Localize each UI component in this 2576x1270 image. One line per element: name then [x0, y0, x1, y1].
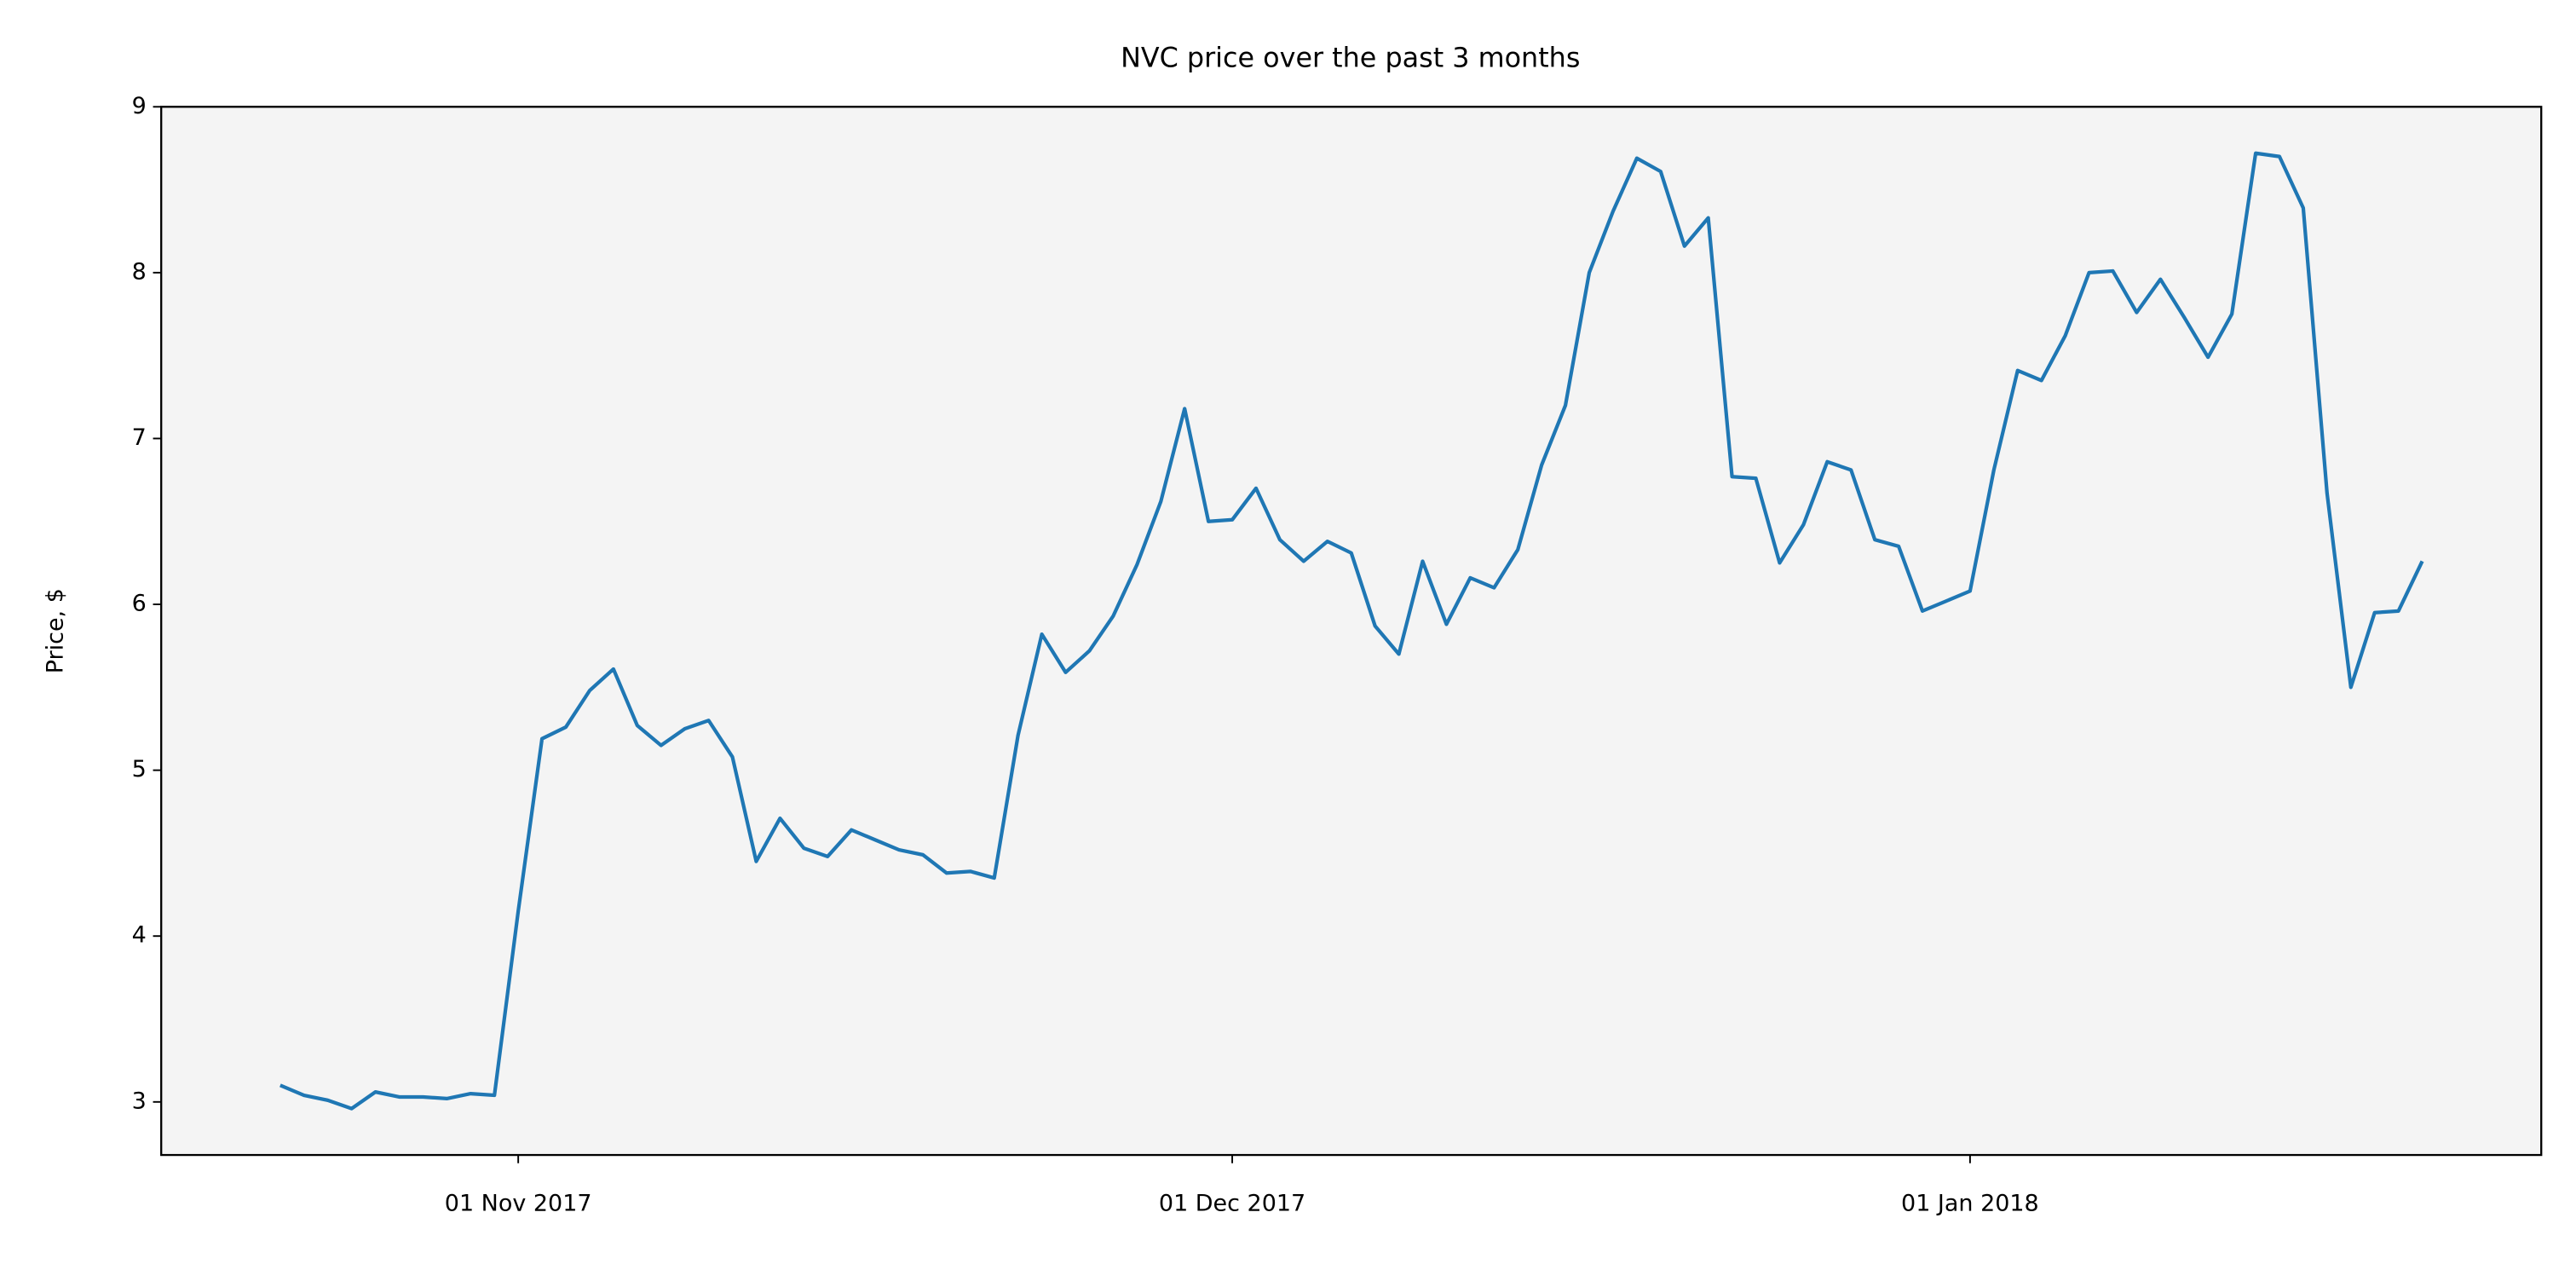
y-tick-label: 3	[132, 1088, 147, 1114]
y-tick-label: 6	[132, 591, 147, 617]
y-tick-label: 9	[132, 93, 147, 119]
plot-background	[161, 107, 2542, 1156]
chart-title: NVC price over the past 3 months	[1121, 42, 1580, 73]
y-tick-label: 7	[132, 424, 147, 451]
x-tick-label: 01 Nov 2017	[445, 1191, 592, 1217]
plot-frame	[160, 106, 2543, 1157]
y-tick-label: 4	[132, 922, 147, 949]
x-tick-label: 01 Dec 2017	[1159, 1191, 1305, 1217]
price-line	[279, 151, 2424, 1111]
y-tick-label: 5	[132, 756, 147, 782]
x-tick-label: 01 Jan 2018	[1901, 1191, 2039, 1217]
y-axis-label: Price, $	[42, 588, 68, 673]
y-tick-label: 8	[132, 258, 147, 285]
